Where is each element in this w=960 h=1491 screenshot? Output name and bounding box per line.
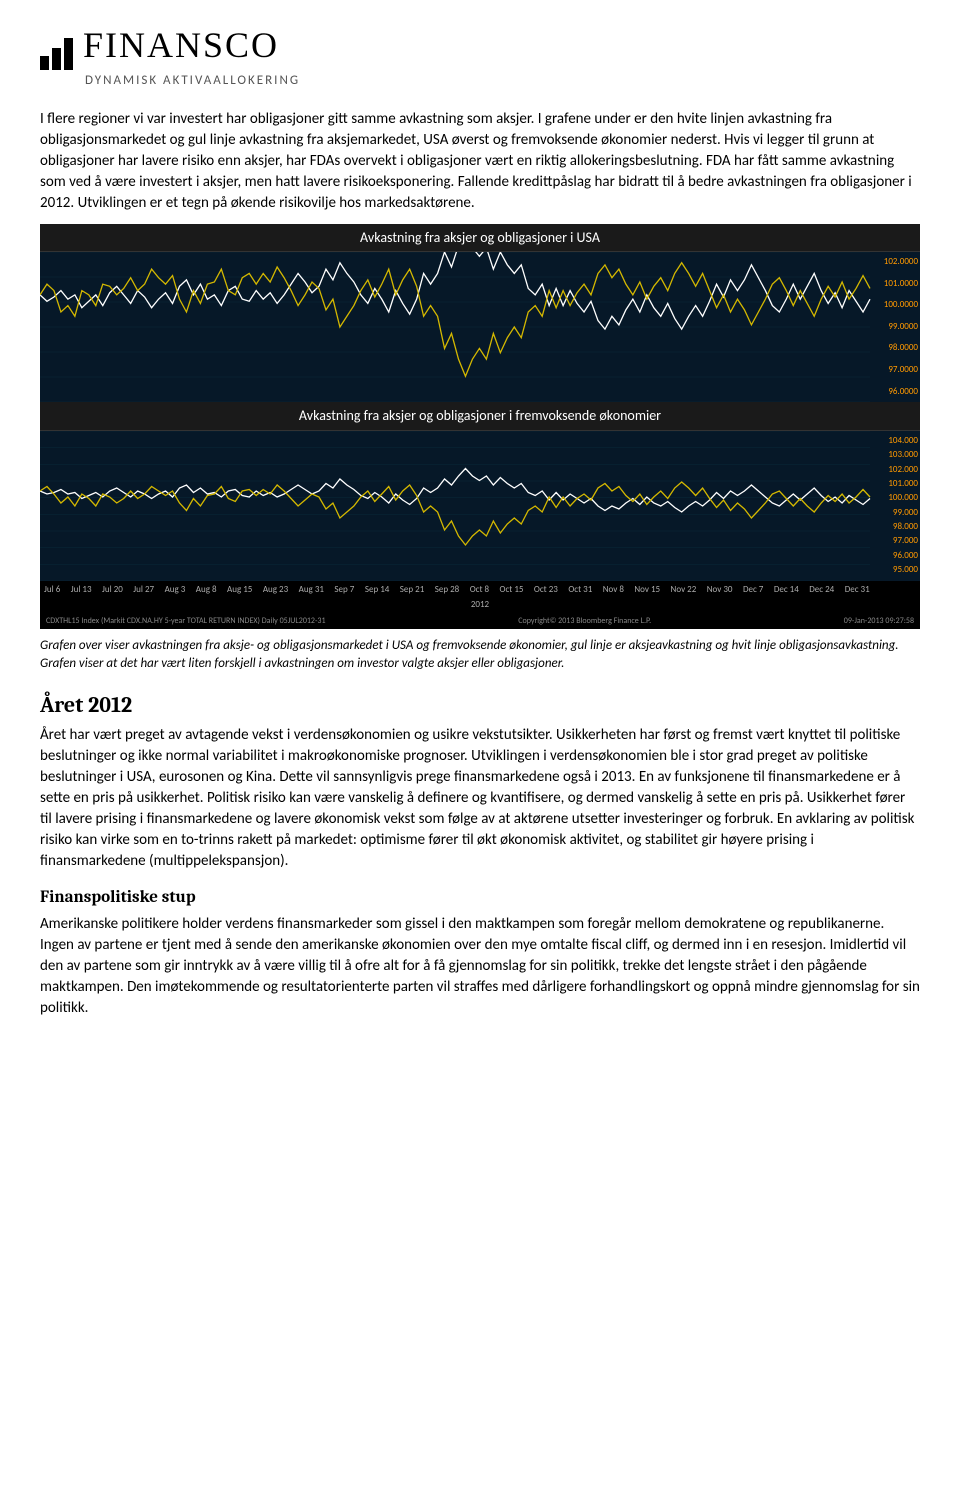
chart-caption: Grafen over viser avkastningen fra aksje… bbox=[40, 637, 920, 672]
chart-x-axis: Jul 6Jul 13Jul 20Jul 27Aug 3Aug 8Aug 15A… bbox=[40, 581, 920, 600]
company-logo: FINANSCO DYNAMISK AKTIVAALLOKERING bbox=[40, 20, 920, 91]
chart-footer-right: 09-Jan-2013 09:27:58 bbox=[844, 616, 914, 627]
chart2-y-axis: 104.000103.000102.000101.000100.00099.00… bbox=[868, 431, 918, 581]
chart-x-year: 2012 bbox=[40, 599, 920, 614]
chart2-area: 104.000103.000102.000101.000100.00099.00… bbox=[40, 431, 920, 581]
chart-container: Avkastning fra aksjer og obligasjoner i … bbox=[40, 224, 920, 630]
chart-footer-left: CDXTHL15 Index (Markit CDX.NA.HY 5-year … bbox=[46, 616, 326, 627]
section-heading-aret2012: Året 2012 bbox=[40, 690, 920, 721]
logo-name: FINANSCO bbox=[83, 20, 279, 70]
intro-paragraph: I flere regioner vi var investert har ob… bbox=[40, 109, 920, 214]
chart2-title: Avkastning fra aksjer og obligasjoner i … bbox=[40, 402, 920, 431]
chart-footer: CDXTHL15 Index (Markit CDX.NA.HY 5-year … bbox=[40, 614, 920, 629]
chart1-y-axis: 102.0000101.0000100.000099.000098.000097… bbox=[868, 252, 918, 402]
chart-footer-center: Copyright© 2013 Bloomberg Finance L.P. bbox=[518, 616, 651, 627]
chart1-title: Avkastning fra aksjer og obligasjoner i … bbox=[40, 224, 920, 253]
section-heading-finanspolitiske: Finanspolitiske stup bbox=[40, 886, 920, 910]
section-body-aret2012: Året har vært preget av avtagende vekst … bbox=[40, 725, 920, 872]
logo-tagline: DYNAMISK AKTIVAALLOKERING bbox=[85, 72, 920, 90]
section-body-finanspolitiske: Amerikanske politikere holder verdens fi… bbox=[40, 914, 920, 1019]
logo-bars-icon bbox=[40, 38, 73, 70]
chart1-area: 102.0000101.0000100.000099.000098.000097… bbox=[40, 252, 920, 402]
